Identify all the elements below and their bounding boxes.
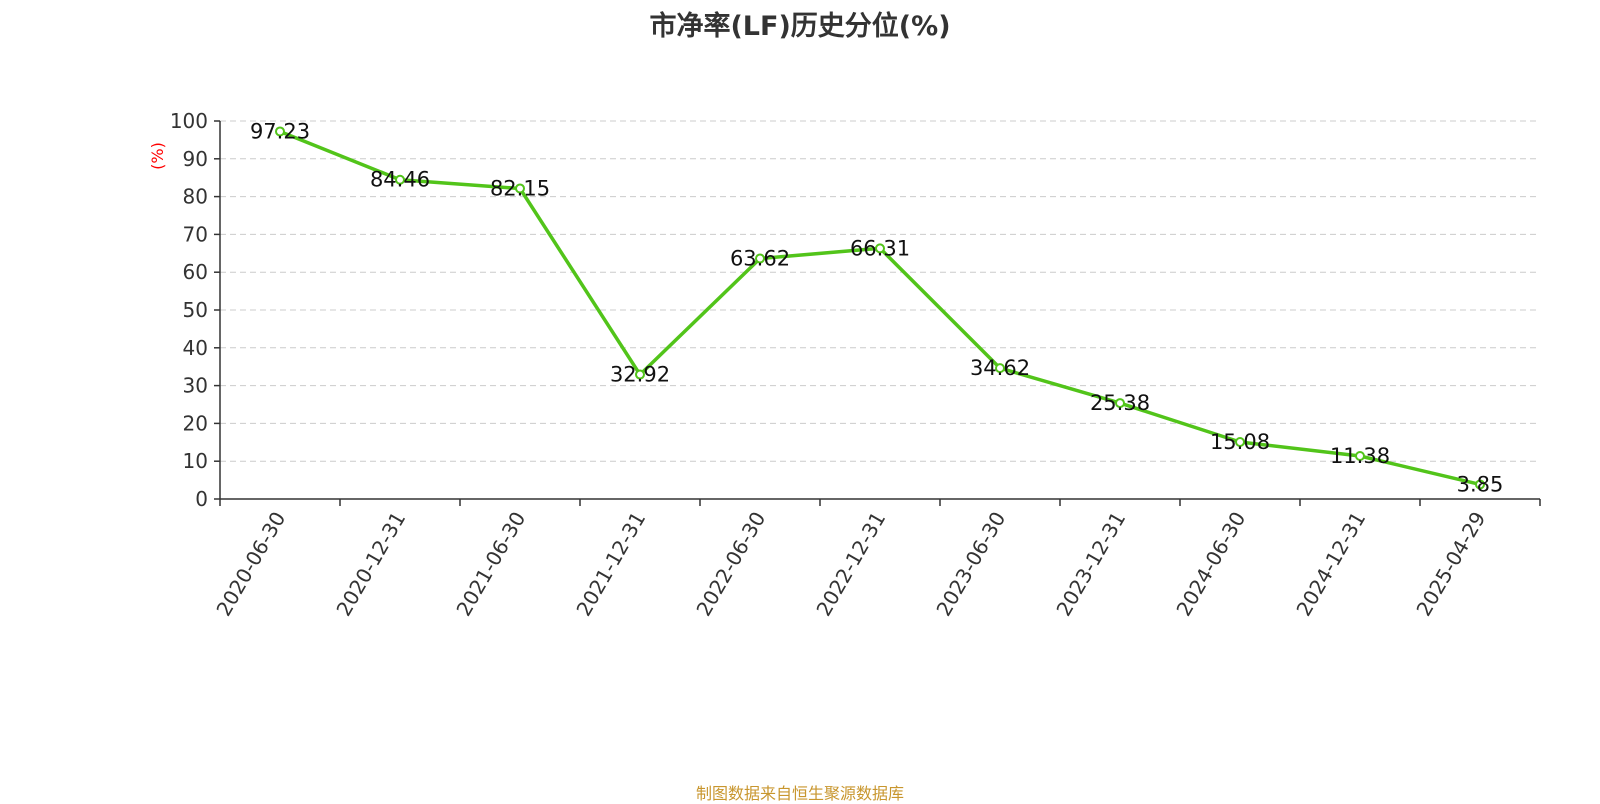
y-axis-label: (%) [148,142,167,170]
x-tick-label: 2020-12-31 [331,508,410,621]
y-tick-label: 80 [183,185,208,209]
data-label: 15.08 [1210,430,1270,454]
data-point [995,363,1005,374]
y-tick-label: 40 [183,336,208,360]
source-note: 制图数据来自恒生聚源数据库 [695,784,904,803]
data-points [275,126,1485,490]
x-tick-label: 2022-06-30 [691,508,770,621]
x-tick-label: 2023-06-30 [931,508,1010,621]
data-label: 97.23 [250,119,310,143]
data-label: 66.31 [850,236,910,260]
data-point [1475,479,1485,490]
y-tick-label: 0 [195,487,208,511]
y-tick-label: 70 [183,222,208,246]
data-point [515,183,525,194]
x-tick-label: 2023-12-31 [1051,508,1130,621]
x-tick-label: 2022-12-31 [811,508,890,621]
data-label: 82.15 [490,176,550,200]
y-tick-label: 50 [183,298,208,322]
x-tick-label: 2024-12-31 [1291,508,1370,621]
data-label: 3.85 [1457,472,1504,496]
data-label: 25.38 [1090,391,1150,415]
x-tick-label: 2020-06-30 [211,508,290,621]
gridlines [220,120,1540,462]
x-tick-label: 2021-06-30 [451,508,530,621]
x-axis-ticks: 2020-06-30 2020-12-31 2021-06-30 2021-12-31… [211,499,1541,621]
data-point [395,174,405,185]
data-label: 34.62 [970,356,1030,380]
y-tick-label: 10 [183,449,208,473]
data-label: 32.92 [610,363,670,387]
data-point [875,243,885,254]
series-line-path [279,129,1481,487]
series-line [279,129,1481,487]
data-label: 11.38 [1330,444,1390,468]
data-point [1115,398,1125,409]
data-point [275,126,285,137]
data-label: 63.62 [730,247,790,271]
data-point [1235,436,1245,447]
y-tick-label: 100 [170,109,208,133]
data-label: 84.46 [370,168,430,192]
data-labels: 97.23 84.46 82.15 32.92 63.62 66.31 34.62 25.38… [250,119,1503,496]
x-tick-label: 2021-12-31 [571,508,650,621]
y-tick-label: 30 [183,374,208,398]
data-point [755,253,765,264]
x-tick-label: 2025-04-29 [1411,508,1490,621]
y-tick-label: 20 [183,411,208,435]
data-point [635,369,645,380]
chart-title: 市净率(LF)历史分位(%) [649,11,951,42]
data-point [1355,450,1365,461]
y-axis-ticks: 0 10 20 30 40 50 60 70 80 90 100 [170,109,220,511]
y-tick-label: 60 [183,260,208,284]
y-tick-label: 90 [183,147,208,171]
x-tick-label: 2024-06-30 [1171,508,1250,621]
